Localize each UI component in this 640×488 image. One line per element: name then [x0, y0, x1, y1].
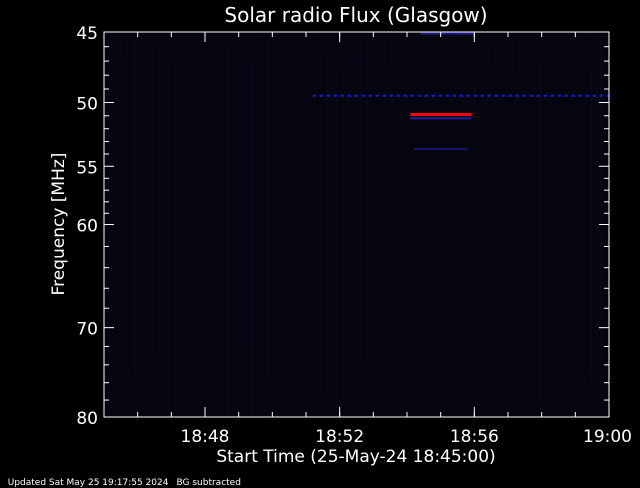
noise-streak [243, 52, 244, 363]
noise-streak [294, 50, 295, 359]
noise-streak [108, 43, 109, 380]
noise-streak [360, 36, 361, 366]
noise-streak [465, 49, 466, 417]
x-tick-label: 19:00 [583, 427, 632, 447]
emission-bands [312, 32, 609, 151]
noise-streak [564, 57, 565, 411]
y-axis: 45 50 55 60 70 80 [76, 24, 609, 429]
noise-streak [120, 37, 121, 377]
noise-streak [210, 71, 211, 417]
noise-streak [135, 38, 136, 375]
x-tick-label: 18:56 [450, 427, 499, 447]
noise-streak [462, 43, 463, 394]
noise-streak [501, 55, 502, 404]
noise-streak [348, 67, 349, 403]
noise-streak [318, 36, 319, 352]
x-axis: 18:48 18:52 18:56 19:00 [103, 32, 632, 447]
noise-streak [117, 50, 118, 374]
noise-streak [498, 49, 499, 416]
y-axis-label: Frequency [MHz] [49, 153, 69, 296]
noise-streak [159, 48, 160, 355]
noise-streak [237, 37, 238, 417]
noise-streak [474, 72, 475, 395]
noise-streak [468, 37, 469, 355]
noise-streak [591, 68, 592, 383]
noise-streak [189, 72, 190, 399]
x-tick-label: 18:48 [181, 427, 230, 447]
noise-streak [354, 60, 355, 392]
noise-streak [201, 51, 202, 373]
y-tick-label: 60 [76, 217, 98, 237]
noise-streak [486, 65, 487, 417]
footer: Updated Sat May 25 19:17:55 2024 BG subtr… [2, 468, 249, 488]
noise-streak [390, 63, 391, 389]
noise-streak [327, 49, 328, 393]
noise-streak [246, 44, 247, 347]
noise-streak [267, 39, 268, 380]
y-tick-label: 55 [76, 158, 98, 178]
noise-streak [393, 49, 394, 417]
noise-streak [207, 44, 208, 407]
noise-streak [213, 56, 214, 359]
noise-streak [333, 53, 334, 417]
noise-streak [162, 69, 163, 408]
noise-streak [306, 63, 307, 391]
noise-streak [228, 44, 229, 417]
y-tick-label: 50 [76, 95, 98, 115]
x-axis-label: Start Time (25-May-24 18:45:00) [216, 447, 495, 467]
noise-streak [366, 40, 367, 395]
noise-streak [405, 37, 406, 351]
noise-streak [141, 40, 142, 417]
noise-streaks [108, 34, 604, 417]
y-tick-label: 80 [76, 409, 98, 429]
noise-streak [309, 59, 310, 382]
noise-streak [357, 54, 358, 390]
noise-streak [585, 37, 586, 362]
plot-background [104, 32, 609, 417]
noise-streak [495, 47, 496, 392]
noise-streak [258, 35, 259, 343]
noise-streak [252, 60, 253, 417]
noise-streak [516, 70, 517, 407]
noise-streak [429, 56, 430, 417]
noise-streak [138, 50, 139, 395]
y-tick-label: 45 [76, 24, 98, 44]
noise-streak [336, 72, 337, 417]
noise-streak [330, 50, 331, 361]
noise-streak [168, 64, 169, 417]
noise-streak [126, 56, 127, 396]
noise-streak [540, 58, 541, 402]
noise-streak [345, 70, 346, 415]
noise-streak [600, 34, 601, 360]
chart-title: Solar radio Flux (Glasgow) [224, 3, 487, 27]
noise-streak [450, 35, 451, 379]
x-tick-label: 18:52 [315, 427, 364, 447]
noise-streak [492, 62, 493, 417]
noise-streak [291, 40, 292, 341]
noise-streak [519, 37, 520, 409]
y-tick-label: 70 [76, 320, 98, 340]
noise-streak [384, 35, 385, 367]
noise-streak [597, 67, 598, 417]
